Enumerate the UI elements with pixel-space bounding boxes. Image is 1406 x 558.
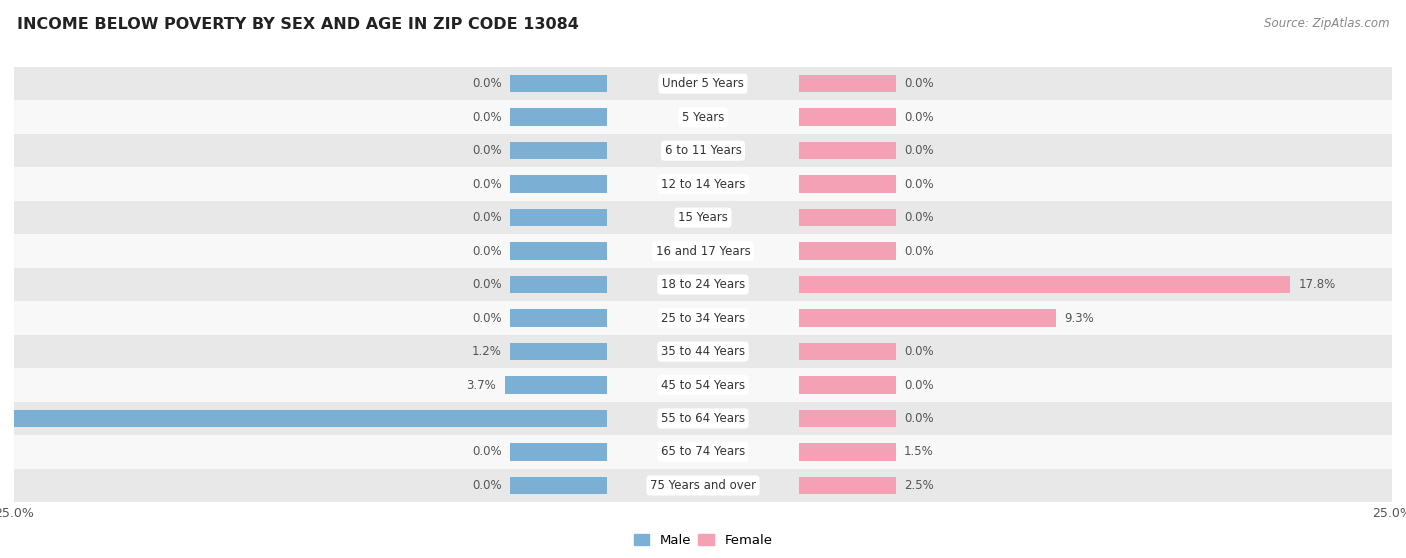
- Text: 0.0%: 0.0%: [472, 445, 502, 459]
- Text: 0.0%: 0.0%: [904, 378, 934, 392]
- Bar: [800, 276, 1289, 294]
- Bar: [14, 469, 1392, 502]
- Bar: [510, 276, 606, 294]
- Text: 15 Years: 15 Years: [678, 211, 728, 224]
- Text: 45 to 54 Years: 45 to 54 Years: [661, 378, 745, 392]
- Text: 25 to 34 Years: 25 to 34 Years: [661, 311, 745, 325]
- Bar: [510, 477, 606, 494]
- Bar: [800, 75, 896, 93]
- Text: 1.5%: 1.5%: [904, 445, 934, 459]
- Text: 0.0%: 0.0%: [904, 244, 934, 258]
- Text: 0.0%: 0.0%: [472, 144, 502, 157]
- Bar: [510, 75, 606, 93]
- Text: 0.0%: 0.0%: [904, 177, 934, 191]
- Text: 12 to 14 Years: 12 to 14 Years: [661, 177, 745, 191]
- Text: 0.0%: 0.0%: [472, 110, 502, 124]
- Bar: [510, 209, 606, 227]
- Bar: [800, 309, 1056, 327]
- Text: 16 and 17 Years: 16 and 17 Years: [655, 244, 751, 258]
- Text: 35 to 44 Years: 35 to 44 Years: [661, 345, 745, 358]
- Text: 0.0%: 0.0%: [904, 110, 934, 124]
- Bar: [800, 175, 896, 193]
- Text: 0.0%: 0.0%: [472, 211, 502, 224]
- Text: 0.0%: 0.0%: [904, 345, 934, 358]
- Text: 18 to 24 Years: 18 to 24 Years: [661, 278, 745, 291]
- Bar: [14, 167, 1392, 201]
- Text: 0.0%: 0.0%: [904, 211, 934, 224]
- Bar: [800, 376, 896, 394]
- Bar: [14, 435, 1392, 469]
- Bar: [14, 100, 1392, 134]
- Bar: [14, 134, 1392, 167]
- Bar: [800, 410, 896, 427]
- Bar: [510, 142, 606, 160]
- Bar: [510, 242, 606, 260]
- Text: 0.0%: 0.0%: [904, 77, 934, 90]
- Legend: Male, Female: Male, Female: [628, 528, 778, 552]
- Bar: [800, 443, 896, 461]
- Text: 5 Years: 5 Years: [682, 110, 724, 124]
- Bar: [510, 108, 606, 126]
- Text: 55 to 64 Years: 55 to 64 Years: [661, 412, 745, 425]
- Bar: [510, 175, 606, 193]
- Bar: [800, 209, 896, 227]
- Text: 17.8%: 17.8%: [1298, 278, 1336, 291]
- Bar: [510, 309, 606, 327]
- Text: 3.7%: 3.7%: [467, 378, 496, 392]
- Bar: [510, 343, 606, 360]
- Text: 0.0%: 0.0%: [472, 278, 502, 291]
- Text: 0.0%: 0.0%: [472, 244, 502, 258]
- Text: 75 Years and over: 75 Years and over: [650, 479, 756, 492]
- Text: Under 5 Years: Under 5 Years: [662, 77, 744, 90]
- Bar: [8, 410, 606, 427]
- Bar: [510, 443, 606, 461]
- Bar: [800, 242, 896, 260]
- Text: 0.0%: 0.0%: [472, 479, 502, 492]
- Text: 0.0%: 0.0%: [472, 177, 502, 191]
- Bar: [800, 142, 896, 160]
- Text: 2.5%: 2.5%: [904, 479, 934, 492]
- Text: 0.0%: 0.0%: [904, 144, 934, 157]
- Bar: [14, 301, 1392, 335]
- Bar: [14, 335, 1392, 368]
- Bar: [800, 343, 896, 360]
- Text: 1.2%: 1.2%: [472, 345, 502, 358]
- Text: 6 to 11 Years: 6 to 11 Years: [665, 144, 741, 157]
- Bar: [14, 268, 1392, 301]
- Bar: [800, 477, 896, 494]
- Bar: [800, 108, 896, 126]
- Bar: [14, 368, 1392, 402]
- Text: 0.0%: 0.0%: [472, 77, 502, 90]
- Bar: [14, 67, 1392, 100]
- Text: 9.3%: 9.3%: [1064, 311, 1094, 325]
- Text: 0.0%: 0.0%: [904, 412, 934, 425]
- Text: 0.0%: 0.0%: [472, 311, 502, 325]
- Bar: [14, 234, 1392, 268]
- Text: 65 to 74 Years: 65 to 74 Years: [661, 445, 745, 459]
- Text: INCOME BELOW POVERTY BY SEX AND AGE IN ZIP CODE 13084: INCOME BELOW POVERTY BY SEX AND AGE IN Z…: [17, 17, 579, 32]
- Text: Source: ZipAtlas.com: Source: ZipAtlas.com: [1264, 17, 1389, 30]
- Bar: [505, 376, 606, 394]
- Bar: [14, 201, 1392, 234]
- Bar: [14, 402, 1392, 435]
